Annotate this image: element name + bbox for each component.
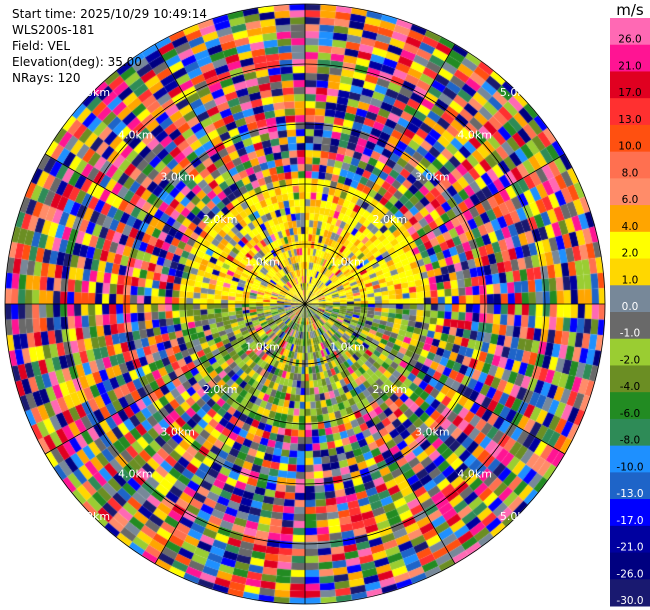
colorbar-swatch <box>610 579 650 607</box>
range-ring-label: 4.0km <box>457 128 492 141</box>
range-ring-label: 3.0km <box>415 171 450 184</box>
colorbar-swatch <box>610 205 650 233</box>
colorbar-swatch <box>610 151 650 179</box>
colorbar-tick-label: 26.0 <box>618 34 641 46</box>
colorbar-swatch <box>610 285 650 313</box>
range-ring-label: 1.0km <box>245 340 280 353</box>
range-rings-overlay: 1.0km 1.0km 1.0km 1.0km 2.0km 2.0km 2.0km 2.0km… <box>4 3 606 605</box>
range-ring-label: 3.0km <box>160 425 195 438</box>
range-ring-label: 5.0km <box>76 510 111 523</box>
colorbar-swatch <box>610 231 650 260</box>
colorbar-swatch <box>610 18 650 46</box>
range-ring-label: 5.0km <box>76 86 111 99</box>
range-ring-label: 3.0km <box>415 425 450 438</box>
colorbar-swatch <box>610 499 650 527</box>
range-ring-label: 5.0km <box>500 86 535 99</box>
colorbar-tick-label: 1.0 <box>622 274 639 286</box>
range-ring-label: 2.0km <box>373 213 408 226</box>
colorbar-tick-label: 10.0 <box>618 141 641 153</box>
range-ring-label: 4.0km <box>457 468 492 481</box>
colorbar-tick-label: 6.0 <box>622 194 639 206</box>
instrument-label: WLS200s-181 <box>12 23 95 37</box>
colorbar-swatch <box>610 445 650 473</box>
range-ring-label: 2.0km <box>203 383 238 396</box>
colorbar-tick-label: 8.0 <box>622 167 639 179</box>
nrays-label: NRays: 120 <box>12 71 81 85</box>
colorbar-swatch <box>610 312 650 340</box>
start-time-label: Start time: 2025/10/29 10:49:14 <box>12 7 207 21</box>
colorbar-swatch <box>610 178 650 206</box>
colorbar-tick-label: -6.0 <box>620 408 641 420</box>
range-ring-label: 4.0km <box>118 468 153 481</box>
range-ring-label: 2.0km <box>203 213 238 226</box>
colorbar-swatch <box>610 71 650 99</box>
colorbar-tick-label: -8.0 <box>620 435 641 447</box>
colorbar-swatch <box>610 392 650 420</box>
range-ring-label: 1.0km <box>330 256 365 269</box>
range-ring-label: 3.0km <box>160 171 195 184</box>
field-label: Field: VEL <box>12 39 71 53</box>
colorbar-unit-label: m/s <box>616 1 644 19</box>
range-ring-label: 1.0km <box>245 256 280 269</box>
colorbar-tick-label: 4.0 <box>622 221 639 233</box>
colorbar-swatch <box>610 552 650 580</box>
colorbar-swatch <box>610 338 650 366</box>
range-ring-label: 1.0km <box>330 340 365 353</box>
range-ring-label: 4.0km <box>118 128 153 141</box>
colorbar-tick-label: 2.0 <box>622 248 639 260</box>
colorbar-tick-label: -10.0 <box>616 461 643 473</box>
colorbar-tick-label: -1.0 <box>620 328 641 340</box>
colorbar-tick-label: -13.0 <box>616 488 643 500</box>
colorbar-tick-label: -26.0 <box>616 568 643 580</box>
azimuth-line <box>44 153 566 455</box>
colorbar-swatch <box>610 98 650 126</box>
colorbar-tick-label: 17.0 <box>618 87 641 99</box>
colorbar-swatch <box>610 418 650 447</box>
colorbar-tick-label: 0.0 <box>622 301 639 313</box>
colorbar-tick-label: 13.0 <box>618 114 641 126</box>
range-ring-label: 5.0km <box>500 510 535 523</box>
colorbar-swatch <box>610 525 650 554</box>
colorbar-swatch <box>610 258 650 286</box>
colorbar-tick-label: -17.0 <box>616 515 643 527</box>
colorbar-swatch <box>610 124 650 153</box>
colorbar-tick-label: 21.0 <box>618 60 641 72</box>
colorbar: m/s 26.0 21.0 17.0 13.0 10.0 8.0 6.0 4.0 2.0 1.0 0.… <box>610 1 650 607</box>
range-ring-label: 2.0km <box>373 383 408 396</box>
colorbar-tick-label: -2.0 <box>620 354 641 366</box>
colorbar-swatch <box>610 472 650 500</box>
colorbar-swatch <box>610 44 650 72</box>
colorbar-tick-label: -21.0 <box>616 542 643 554</box>
colorbar-tick-label: -30.0 <box>616 595 643 607</box>
colorbar-swatch <box>610 365 650 393</box>
elevation-label: Elevation(deg): 35.00 <box>12 55 142 69</box>
colorbar-tick-label: -4.0 <box>620 381 641 393</box>
